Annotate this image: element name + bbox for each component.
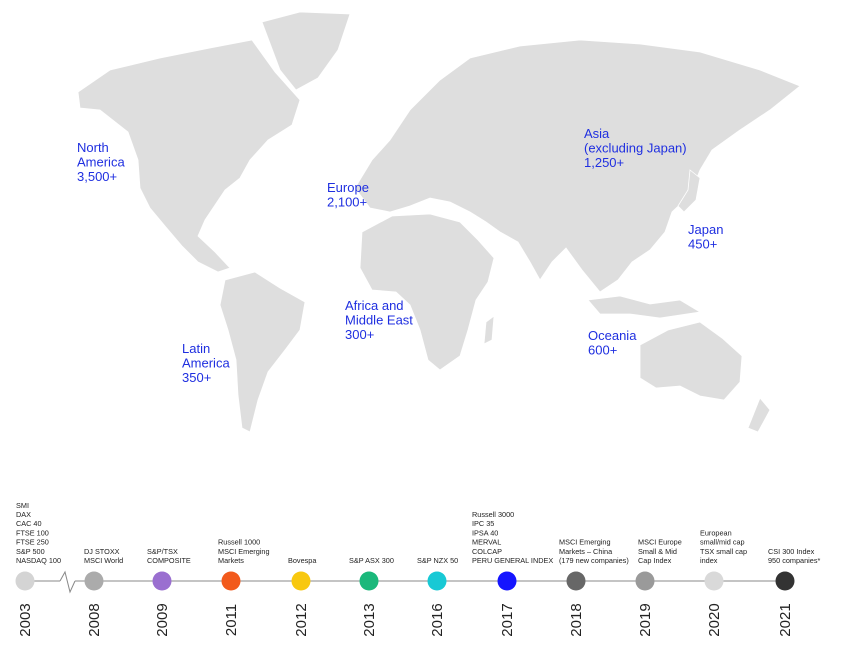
year-dot — [291, 571, 311, 591]
index-name: Bovespa — [288, 556, 317, 565]
index-name: Markets – China — [559, 547, 613, 556]
year-label: 2017 — [499, 603, 516, 636]
region-label: Africa and — [345, 298, 404, 313]
index-name: Cap Index — [638, 556, 672, 565]
region-label: 1,250+ — [584, 155, 624, 170]
madagascar — [483, 315, 495, 345]
year-label: 2019 — [637, 603, 654, 636]
year-dot — [152, 571, 172, 591]
year-dot — [566, 571, 586, 591]
year-dot — [635, 571, 655, 591]
world-map — [77, 11, 801, 433]
region-label: 300+ — [345, 327, 374, 342]
new-zealand — [747, 397, 771, 433]
index-name: S&P/TSX — [147, 547, 178, 556]
year-label: 2021 — [777, 603, 794, 636]
year-label: 2012 — [293, 603, 310, 636]
region-label: (excluding Japan) — [584, 141, 687, 156]
eurasia — [354, 39, 801, 293]
year-dot — [775, 571, 795, 591]
year-dot — [359, 571, 379, 591]
greenland — [261, 11, 351, 91]
year-label: 2011 — [223, 604, 240, 636]
index-name: MERVAL — [472, 538, 501, 547]
index-name: MSCI World — [84, 556, 123, 565]
year-label: 2003 — [17, 603, 34, 636]
year-dot — [497, 571, 517, 591]
index-name: CSI 300 Index — [768, 547, 815, 556]
index-name: 950 companies* — [768, 556, 820, 565]
year-dot — [427, 571, 447, 591]
index-name: IPSA 40 — [472, 528, 498, 537]
index-name: TSX small cap — [700, 547, 747, 556]
region-label: 350+ — [182, 370, 211, 385]
africa — [359, 213, 495, 371]
index-name: DJ STOXX — [84, 547, 120, 556]
year-dot — [704, 571, 724, 591]
region-label: 600+ — [588, 343, 617, 358]
year-dot — [84, 571, 104, 591]
index-name: IPC 35 — [472, 519, 494, 528]
region-label: 3,500+ — [77, 169, 117, 184]
index-name: COLCAP — [472, 547, 502, 556]
region-label: Europe — [327, 180, 369, 195]
index-name: Markets — [218, 556, 244, 565]
region-label: Oceania — [588, 328, 637, 343]
year-label: 2013 — [361, 603, 378, 636]
year-label: 2009 — [154, 603, 171, 636]
indonesia — [587, 295, 702, 319]
region-labels: NorthAmerica3,500+Europe2,100+Asia(exclu… — [77, 126, 723, 385]
index-name: S&P ASX 300 — [349, 556, 394, 565]
index-name: MSCI Emerging — [218, 547, 270, 556]
region-label: Middle East — [345, 313, 413, 328]
north-america — [77, 39, 301, 273]
index-name: FTSE 250 — [16, 538, 49, 547]
index-name: S&P 500 — [16, 547, 45, 556]
region-label: North — [77, 140, 109, 155]
index-name: PERU GENERAL INDEX — [472, 556, 553, 565]
timeline-break — [59, 570, 76, 594]
region-label: Latin — [182, 341, 210, 356]
south-america — [219, 271, 306, 433]
region-label: America — [182, 356, 230, 371]
year-label: 2008 — [86, 603, 103, 636]
index-name: Russell 3000 — [472, 510, 514, 519]
index-name: MSCI Emerging — [559, 538, 611, 547]
index-name: S&P NZX 50 — [417, 556, 458, 565]
index-name: COMPOSITE — [147, 556, 191, 565]
index-name: European — [700, 528, 732, 537]
region-label: Japan — [688, 222, 723, 237]
index-name: SMI — [16, 501, 29, 510]
region-label: Asia — [584, 126, 610, 141]
year-label: 2016 — [429, 603, 446, 636]
index-name: Russell 1000 — [218, 538, 260, 547]
index-name: MSCI Europe — [638, 538, 682, 547]
index-name: Small & Mid — [638, 547, 677, 556]
year-label: 2020 — [706, 603, 723, 636]
australia — [639, 321, 743, 401]
index-name: small/mid cap — [700, 538, 745, 547]
index-name: NASDAQ 100 — [16, 556, 61, 565]
region-label: 2,100+ — [327, 195, 367, 210]
year-label: 2018 — [568, 603, 585, 636]
region-label: 450+ — [688, 237, 717, 252]
index-name: (179 new companies) — [559, 556, 629, 565]
year-dot — [221, 571, 241, 591]
index-name: index — [700, 556, 718, 565]
index-name: FTSE 100 — [16, 528, 49, 537]
index-name: DAX — [16, 510, 31, 519]
index-name: CAC 40 — [16, 519, 42, 528]
year-dot — [15, 571, 35, 591]
region-label: America — [77, 155, 125, 170]
japan — [677, 169, 701, 213]
